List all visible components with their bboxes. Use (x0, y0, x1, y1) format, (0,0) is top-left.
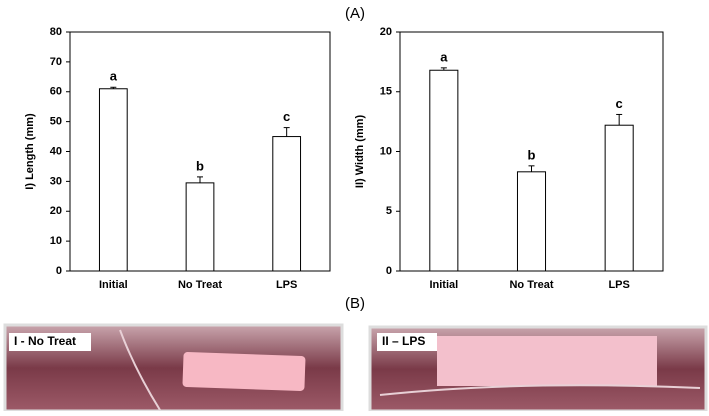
photo: I - No Treat (3, 323, 344, 413)
y-tick-label: 80 (50, 26, 62, 38)
bar (98, 88, 128, 272)
y-tick-label: 10 (50, 235, 62, 247)
y-tick-label: 60 (50, 86, 62, 98)
photo-label: II – LPS (382, 334, 425, 348)
bar (604, 124, 634, 272)
significance-letter: b (196, 158, 204, 173)
y-tick-label: 50 (50, 116, 62, 128)
x-tick-label: No Treat (509, 279, 553, 291)
panel-label: (B) (345, 295, 365, 312)
x-tick-label: LPS (276, 279, 297, 291)
y-tick-label: 0 (56, 265, 62, 277)
x-tick-label: Initial (429, 279, 458, 291)
y-tick-label: 0 (386, 265, 392, 277)
bar (429, 69, 459, 272)
y-tick-label: 70 (50, 56, 62, 68)
y-tick-label: 10 (380, 145, 392, 157)
significance-letter: c (283, 109, 290, 124)
x-tick-label: No Treat (178, 279, 222, 291)
y-axis-label: II) Width (mm) (354, 115, 366, 189)
y-tick-label: 5 (386, 205, 392, 217)
significance-letter: a (440, 49, 448, 64)
bar (185, 182, 215, 272)
x-tick-label: LPS (608, 279, 629, 291)
photo: II – LPS (368, 325, 708, 413)
significance-letter: a (110, 69, 118, 84)
x-tick-label: Initial (99, 279, 128, 291)
y-tick-label: 30 (50, 175, 62, 187)
y-tick-label: 20 (50, 205, 62, 217)
y-axis-label: I) Length (mm) (24, 113, 36, 190)
y-tick-label: 20 (380, 26, 392, 38)
y-tick-label: 15 (380, 86, 392, 98)
y-tick-label: 40 (50, 145, 62, 157)
panel-label: (A) (345, 5, 365, 22)
significance-letter: b (528, 147, 536, 162)
photo-label: I - No Treat (14, 334, 76, 348)
bar (516, 171, 547, 272)
bar (272, 136, 302, 272)
significance-letter: c (616, 96, 623, 111)
